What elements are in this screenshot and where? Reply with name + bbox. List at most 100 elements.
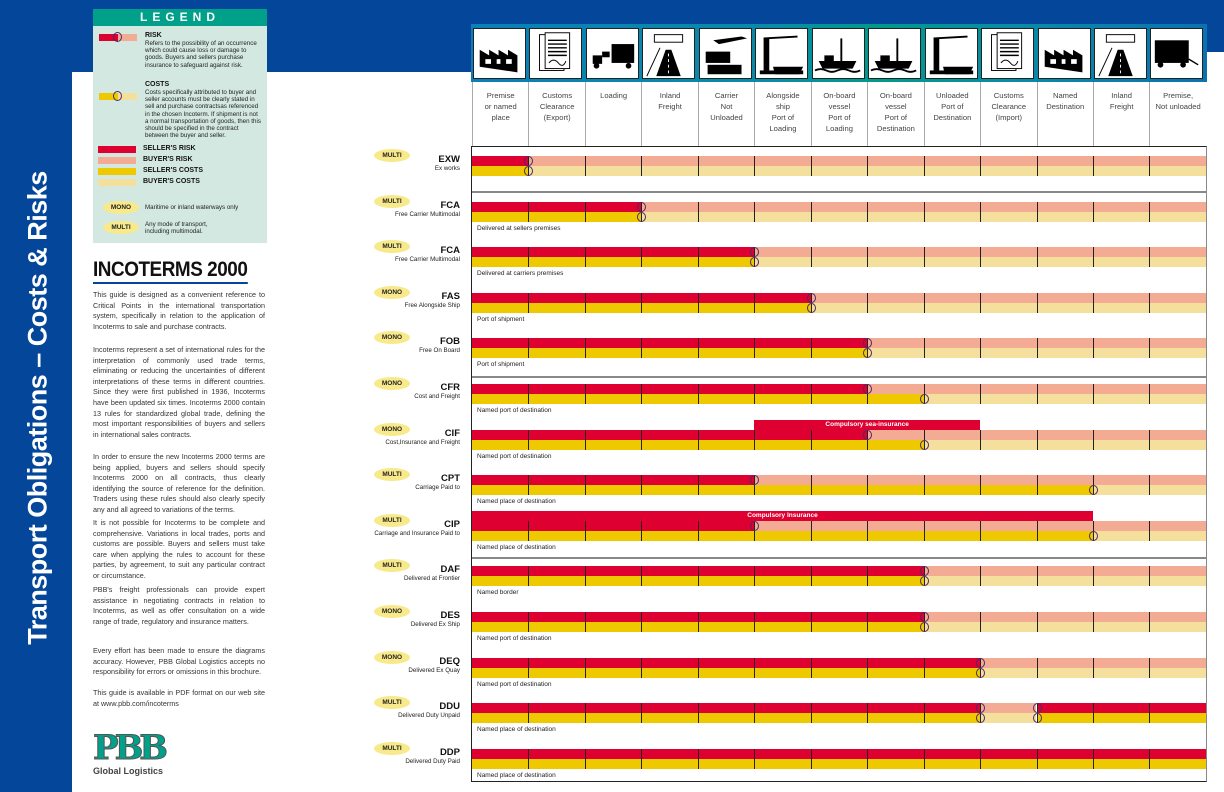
mode-badge: MULTI	[374, 559, 410, 573]
swatch-3	[98, 179, 136, 186]
column-tick	[528, 566, 530, 587]
term-code: FCA	[440, 245, 460, 257]
column-tick	[923, 520, 925, 541]
column-tick	[1092, 703, 1094, 724]
stage-label-line: On-board	[879, 91, 912, 100]
road-icon	[1093, 28, 1147, 79]
column-tick	[1036, 520, 1038, 541]
column-tick	[528, 520, 530, 541]
column-tick	[1149, 247, 1151, 268]
risk-transfer-point-icon	[1032, 703, 1042, 714]
column-tick	[980, 475, 982, 496]
column-tick	[1149, 475, 1151, 496]
cost-transfer-point-icon	[919, 622, 929, 632]
stage-label-line: place	[491, 113, 510, 122]
costs-text: Costs specifically attributed to buyer a…	[145, 89, 261, 140]
column-tick	[1149, 384, 1151, 404]
column-tick	[923, 703, 925, 724]
column-tick	[1092, 429, 1094, 450]
column-tick	[810, 612, 812, 632]
chart-frame	[471, 146, 1207, 782]
column-tick	[697, 703, 699, 724]
column-tick	[810, 566, 812, 587]
column-tick	[528, 612, 530, 632]
term-code: DAF	[440, 564, 460, 576]
delivery-point-note: Port of shipment	[477, 315, 525, 323]
row-group-separator	[472, 376, 1206, 378]
column-tick	[867, 292, 869, 313]
risk-segment	[472, 748, 1206, 759]
cost-transfer-point-icon	[976, 667, 986, 678]
term-name: Delivered Ex Ship	[410, 621, 460, 628]
risk-segment	[472, 475, 755, 486]
risk-segment	[472, 201, 642, 212]
column-tick	[1149, 429, 1151, 450]
risk-transfer-point-icon	[806, 292, 816, 303]
cost-transfer-point-icon	[976, 713, 986, 724]
swatch-1	[98, 157, 136, 164]
column-tick	[641, 384, 643, 404]
stage-label-line: Destination	[876, 124, 915, 133]
stage-label: Loading	[584, 82, 641, 146]
cost-transfer-point-icon	[1088, 485, 1098, 496]
stage-label-line: Port of	[771, 113, 795, 122]
cost-segment	[472, 667, 981, 678]
intro-paragraph: PBB's freight professionals can provide …	[93, 585, 265, 626]
cost-segment	[980, 713, 1037, 724]
risk-segment	[867, 338, 1206, 349]
stage-label: On-board vessel Port of Loading	[810, 82, 867, 146]
column-tick	[923, 748, 925, 769]
risk-segment	[867, 429, 1206, 440]
cost-segment	[472, 758, 1206, 769]
term-code: FCA	[440, 199, 460, 211]
stage-label-line: Not	[720, 102, 733, 111]
risk-transfer-point-icon	[919, 612, 929, 622]
column-tick	[1092, 247, 1094, 268]
delivery-point-note: Named border	[477, 589, 519, 597]
column-tick	[810, 384, 812, 404]
column-tick	[641, 520, 643, 541]
column-tick	[528, 657, 530, 678]
column-tick	[697, 156, 699, 176]
insurance-bar: Compulsory Insurance	[472, 510, 1093, 521]
stage-label: Inland Freight	[1092, 82, 1149, 146]
mono-badge: MONO	[103, 201, 139, 214]
corner-cutout	[1206, 52, 1224, 72]
mode-badge: MULTI	[374, 696, 410, 710]
column-tick	[641, 292, 643, 313]
column-tick	[1092, 156, 1094, 176]
cost-segment	[1036, 713, 1206, 724]
delivery-point-note: Named place of destination	[477, 726, 556, 734]
cost-segment	[923, 622, 1206, 632]
stage-label-line: On-board	[823, 91, 856, 100]
cost-segment	[472, 530, 1093, 541]
mode-badge: MULTI	[374, 741, 410, 755]
column-tick	[754, 338, 756, 359]
column-tick	[641, 703, 643, 724]
stage-label-line: Clearance	[539, 102, 575, 111]
term-code: FAS	[441, 290, 460, 302]
cost-transfer-point-icon	[919, 394, 929, 404]
cost-segment	[528, 166, 1206, 176]
column-tick	[584, 201, 586, 222]
risk-transfer-point-icon	[637, 201, 647, 212]
risk-segment	[472, 703, 981, 714]
stage-label-line: Customs	[542, 91, 573, 100]
risk-transfer-point-icon	[863, 384, 873, 394]
column-tick	[754, 429, 756, 450]
column-tick	[867, 703, 869, 724]
column-tick	[1092, 292, 1094, 313]
column-tick	[810, 703, 812, 724]
column-tick	[528, 292, 530, 313]
risk-text: Refers to the possibility of an occurren…	[145, 40, 257, 69]
column-tick	[584, 292, 586, 313]
column-tick	[584, 384, 586, 404]
column-tick	[1036, 748, 1038, 769]
stage-label-line: Freight	[658, 102, 682, 111]
truck-loading-icon	[585, 28, 639, 79]
column-tick	[810, 338, 812, 359]
delivery-point-note: Named port of destination	[477, 407, 552, 414]
column-tick	[754, 156, 756, 176]
stage-label-line: Freight	[1109, 102, 1134, 111]
column-tick	[867, 612, 869, 632]
